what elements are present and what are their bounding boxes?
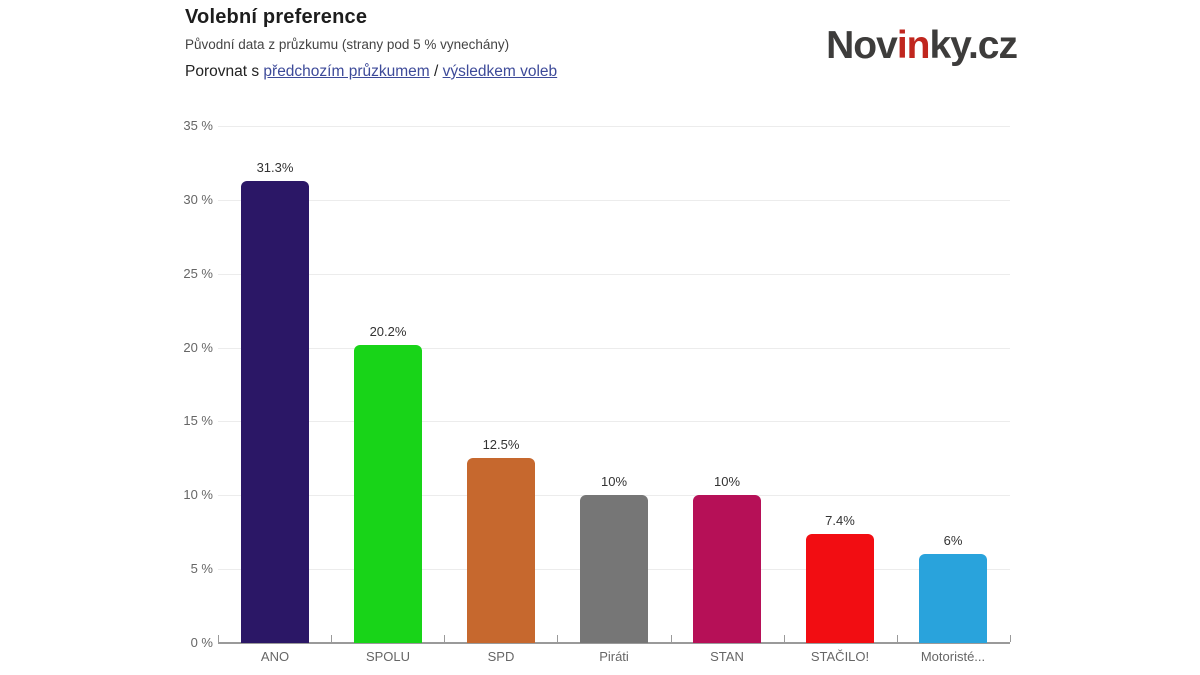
gridline	[218, 126, 1010, 127]
axis-tick	[784, 635, 785, 642]
bar[interactable]	[467, 458, 535, 643]
bar-value-label: 10%	[600, 474, 628, 489]
bar-value-label: 7.4%	[825, 513, 855, 528]
gridline	[218, 274, 1010, 275]
compare-line: Porovnat s předchozím průzkumem / výsled…	[185, 63, 557, 81]
bar[interactable]	[806, 534, 874, 643]
bar[interactable]	[354, 345, 422, 643]
y-axis-label: 0 %	[190, 635, 213, 650]
bar-category-label: SPD	[487, 649, 515, 664]
axis-tick	[331, 635, 332, 642]
bar-value-label: 6%	[943, 533, 963, 548]
link-election-results[interactable]: výsledkem voleb	[442, 63, 558, 80]
axis-tick	[557, 635, 558, 642]
y-axis-label: 15 %	[183, 413, 213, 428]
chart-title: Volební preference	[185, 6, 368, 28]
y-axis-label: 10 %	[183, 487, 213, 502]
logo-text-dark-1: Nov	[826, 24, 898, 67]
axis-tick	[671, 635, 672, 642]
bar-category-label: Piráti	[599, 649, 629, 664]
bar-value-label: 12.5%	[482, 437, 520, 452]
y-axis-label: 5 %	[190, 561, 213, 576]
chart-subtitle: Původní data z průzkumu (strany pod 5 % …	[185, 37, 510, 52]
gridline	[218, 348, 1010, 349]
axis-tick	[897, 635, 898, 642]
y-axis-label: 25 %	[183, 266, 213, 281]
axis-tick	[444, 635, 445, 642]
gridline	[218, 200, 1010, 201]
novinky-logo[interactable]: Novinky.cz	[826, 24, 1018, 68]
bar-category-label: STAN	[710, 649, 744, 664]
logo-text-accent: in	[896, 24, 931, 67]
bar-category-label: ANO	[260, 649, 290, 664]
x-axis-line	[218, 642, 1010, 644]
axis-tick	[1010, 635, 1011, 642]
bar-category-label: SPOLU	[365, 649, 411, 664]
y-axis-label: 30 %	[183, 192, 213, 207]
y-axis-label: 35 %	[183, 118, 213, 133]
bar-category-label: STAČILO!	[810, 649, 870, 664]
bar[interactable]	[580, 495, 648, 643]
bar[interactable]	[919, 554, 987, 643]
link-previous-survey[interactable]: předchozím průzkumem	[263, 63, 430, 80]
bar-value-label: 31.3%	[256, 160, 294, 175]
bar[interactable]	[241, 181, 309, 643]
gridline	[218, 421, 1010, 422]
bar-value-label: 20.2%	[369, 324, 407, 339]
bar-value-label: 10%	[713, 474, 741, 489]
axis-tick	[218, 635, 219, 642]
logo-text-dark-2: ky.cz	[929, 24, 1018, 67]
bar-category-label: Motoristé...	[920, 649, 986, 664]
y-axis-label: 20 %	[183, 340, 213, 355]
bar[interactable]	[693, 495, 761, 643]
compare-separator: /	[429, 63, 443, 80]
compare-prefix: Porovnat s	[185, 63, 264, 80]
